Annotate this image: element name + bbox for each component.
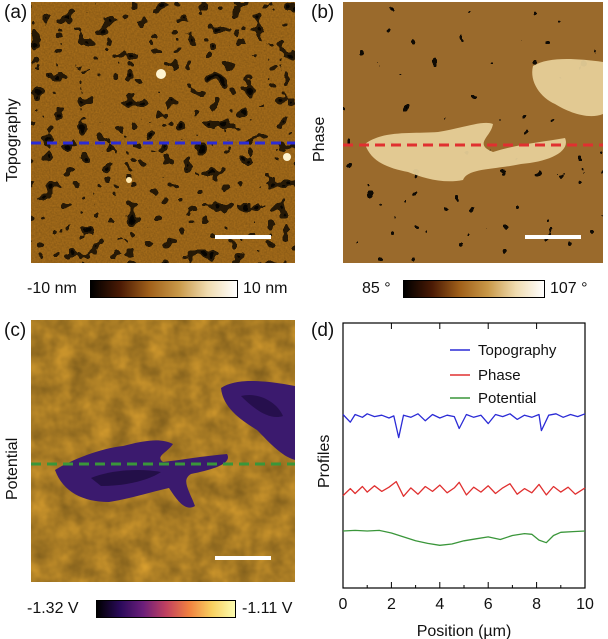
bright-domain — [365, 122, 566, 182]
phase-colorbar — [403, 280, 545, 298]
phase-colorbar-min: 85 ° — [362, 280, 391, 297]
x-tick-label: 4 — [435, 596, 444, 613]
potential-colorbar-max: -1.11 V — [242, 600, 293, 617]
panel-d-letter: (d) — [311, 320, 335, 341]
scale-bar — [525, 235, 581, 239]
series-line-potential — [342, 529, 586, 546]
potential-colorbar-min: -1.32 V — [27, 600, 79, 617]
x-tick-label: 2 — [387, 596, 396, 613]
potential-image — [31, 320, 295, 582]
legend-label: Topography — [478, 342, 557, 359]
legend-label: Phase — [478, 367, 521, 384]
bright-domain — [532, 59, 603, 117]
chart-frame — [342, 322, 586, 589]
topography-colorbar-min: -10 nm — [27, 280, 77, 297]
topography-colorbar — [90, 280, 238, 298]
legend-label: Potential — [478, 390, 536, 407]
low-potential-domain — [221, 381, 295, 460]
panel-b-letter: (b) — [311, 2, 335, 23]
x-tick-label: 10 — [576, 596, 594, 613]
series-line-phase — [342, 480, 586, 497]
bright-particle — [126, 177, 132, 183]
scale-bar — [215, 556, 271, 560]
phase-image — [343, 2, 603, 263]
x-tick-label: 8 — [532, 596, 541, 613]
chart-xlabel: Position (µm) — [417, 623, 512, 639]
x-tick-label: 6 — [484, 596, 493, 613]
topography-image — [31, 2, 295, 263]
x-tick-label: 0 — [339, 596, 348, 613]
panel-c-letter: (c) — [4, 320, 27, 341]
phase-colorbar-max: 107 ° — [550, 280, 588, 297]
topography-colorbar-max: 10 nm — [243, 280, 288, 297]
bright-particle — [283, 153, 291, 161]
scale-bar — [215, 235, 271, 239]
series-line-topography — [342, 413, 586, 439]
bright-particle — [156, 69, 166, 79]
potential-colorbar — [96, 600, 236, 618]
panel-a-letter: (a) — [4, 2, 28, 23]
